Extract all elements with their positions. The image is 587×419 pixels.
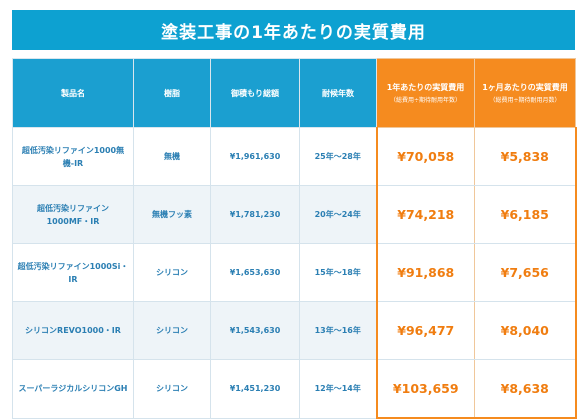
cost-per-month: ¥7,656 bbox=[474, 243, 577, 302]
header-years: 耐候年数 bbox=[299, 58, 377, 128]
cost-comparison-table-container: 塗装工事の1年あたりの実質費用 製品名 樹脂 御積もり総額 耐候年数 1年あたり… bbox=[12, 10, 577, 419]
page-title: 塗装工事の1年あたりの実質費用 bbox=[12, 10, 575, 58]
header-per-month-main: 1ヶ月あたりの実質費用 bbox=[482, 82, 568, 92]
cost-per-month: ¥6,185 bbox=[474, 185, 577, 244]
header-product: 製品名 bbox=[12, 58, 134, 128]
header-resin: 樹脂 bbox=[133, 58, 211, 128]
header-per-year: 1年あたりの実質費用 （総費用÷期待耐用年数） bbox=[376, 58, 475, 128]
estimate-total: ¥1,653,630 bbox=[210, 243, 300, 302]
resin-type: シリコン bbox=[133, 359, 211, 419]
resin-type: 無機 bbox=[133, 127, 211, 186]
resin-type: シリコン bbox=[133, 243, 211, 302]
durability-years: 25年〜28年 bbox=[299, 127, 377, 186]
cost-per-year: ¥70,058 bbox=[375, 127, 475, 186]
cost-per-month: ¥8,638 bbox=[474, 359, 577, 419]
durability-years: 15年〜18年 bbox=[299, 243, 377, 302]
header-per-year-main: 1年あたりの実質費用 bbox=[386, 82, 465, 92]
header-estimate: 御積もり総額 bbox=[210, 58, 300, 128]
table-row: 超低汚染リファイン1000Si・IR シリコン ¥1,653,630 15年〜1… bbox=[12, 243, 577, 302]
product-name: スーパーラジカルシリコンGH bbox=[12, 359, 134, 419]
table-header-row: 製品名 樹脂 御積もり総額 耐候年数 1年あたりの実質費用 （総費用÷期待耐用年… bbox=[12, 58, 576, 128]
cost-per-year: ¥96,477 bbox=[375, 301, 475, 360]
product-name: 超低汚染リファイン1000Si・IR bbox=[12, 243, 134, 302]
header-per-month: 1ヶ月あたりの実質費用 （総費用÷期待耐用月数） bbox=[474, 58, 576, 128]
durability-years: 12年〜14年 bbox=[299, 359, 377, 419]
cost-per-year: ¥74,218 bbox=[375, 185, 475, 244]
cost-per-month: ¥8,040 bbox=[474, 301, 577, 360]
cost-per-year: ¥91,868 bbox=[375, 243, 475, 302]
cost-per-year: ¥103,659 bbox=[375, 359, 475, 419]
header-per-year-sub: （総費用÷期待耐用年数） bbox=[389, 96, 462, 104]
resin-type: シリコン bbox=[133, 301, 211, 360]
cost-table: 製品名 樹脂 御積もり総額 耐候年数 1年あたりの実質費用 （総費用÷期待耐用年… bbox=[12, 58, 577, 419]
estimate-total: ¥1,781,230 bbox=[210, 185, 300, 244]
table-row: 超低汚染リファイン1000MF・IR 無機フッ素 ¥1,781,230 20年〜… bbox=[12, 185, 577, 244]
cost-per-month: ¥5,838 bbox=[474, 127, 577, 186]
durability-years: 13年〜16年 bbox=[299, 301, 377, 360]
resin-type: 無機フッ素 bbox=[133, 185, 211, 244]
estimate-total: ¥1,961,630 bbox=[210, 127, 300, 186]
estimate-total: ¥1,543,630 bbox=[210, 301, 300, 360]
product-name: シリコンREVO1000・IR bbox=[12, 301, 134, 360]
table-row: 超低汚染リファイン1000無機-IR 無機 ¥1,961,630 25年〜28年… bbox=[12, 127, 577, 186]
product-name: 超低汚染リファイン1000MF・IR bbox=[12, 185, 134, 244]
estimate-total: ¥1,451,230 bbox=[210, 359, 300, 419]
table-row: シリコンREVO1000・IR シリコン ¥1,543,630 13年〜16年 … bbox=[12, 301, 577, 360]
durability-years: 20年〜24年 bbox=[299, 185, 377, 244]
table-row: スーパーラジカルシリコンGH シリコン ¥1,451,230 12年〜14年 ¥… bbox=[12, 359, 577, 419]
header-per-month-sub: （総費用÷期待耐用月数） bbox=[489, 96, 561, 104]
product-name: 超低汚染リファイン1000無機-IR bbox=[12, 127, 134, 186]
